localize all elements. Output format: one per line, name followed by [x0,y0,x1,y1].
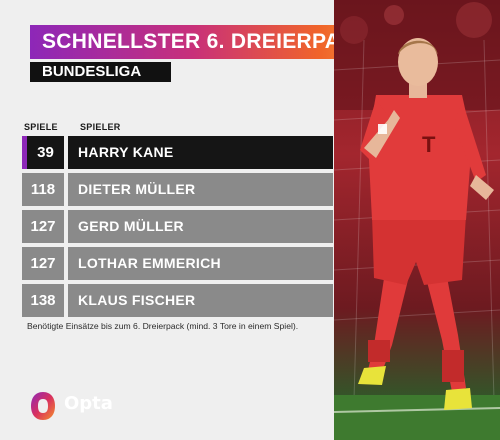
player-name: GERD MÜLLER [68,210,333,243]
games-value: 118 [22,173,64,206]
games-value: 127 [22,247,64,280]
column-header-player: SPIELER [80,122,121,132]
games-value: 39 [27,136,64,169]
player-name: LOTHAR EMMERICH [68,247,333,280]
player-figure-illustration: T [334,0,500,440]
player-celebration-photo: T [334,0,500,440]
graphic-title: SCHNELLSTER 6. DREIERPACK [30,25,392,59]
opta-logo-icon [31,392,55,420]
graphic-panel: SCHNELLSTER 6. DREIERPACK BUNDESLIGA SPI… [22,25,392,423]
games-value: 127 [22,210,64,243]
highlight-accent-bar [22,136,27,169]
player-name: HARRY KANE [68,136,333,169]
column-header-games: SPIELE [24,122,58,132]
opta-logo: Opta [30,389,130,423]
graphic-subtitle: BUNDESLIGA [30,62,171,82]
footnote: Benötigte Einsätze bis zum 6. Dreierpack… [27,321,299,331]
svg-text:T: T [422,132,436,157]
player-name: DIETER MÜLLER [68,173,333,206]
games-value: 138 [22,284,64,317]
opta-logo-text: Opta [64,393,113,414]
player-name: KLAUS FISCHER [68,284,333,317]
